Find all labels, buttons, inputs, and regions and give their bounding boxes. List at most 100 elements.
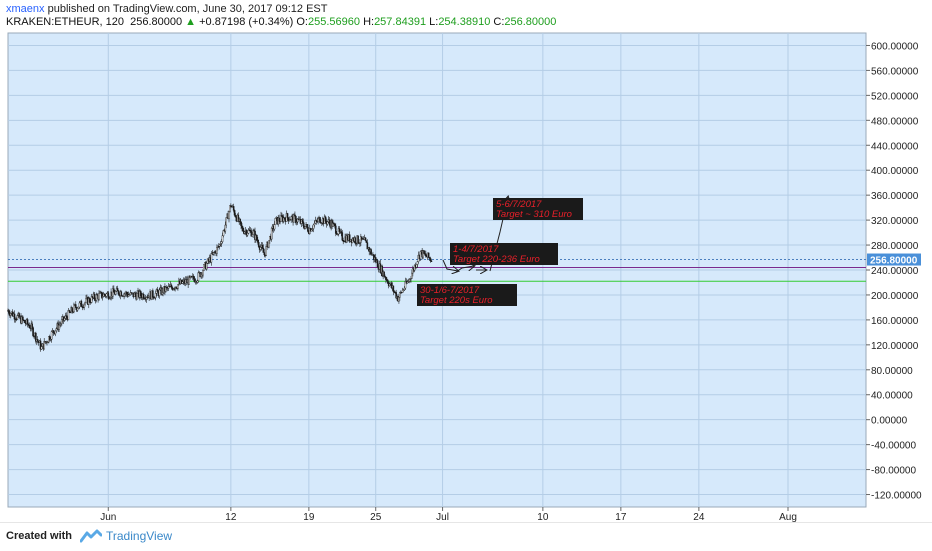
candle-body (154, 293, 157, 298)
candle-body (338, 228, 341, 233)
candle-body (386, 279, 389, 284)
candle-body (287, 217, 290, 222)
candle-body (23, 320, 26, 323)
candle-body (39, 340, 42, 350)
candle-body (341, 232, 344, 241)
candle-body (427, 252, 430, 258)
candle-body (314, 220, 317, 224)
high-value: 257.84391 (374, 16, 427, 28)
candle-body (224, 224, 227, 232)
candle-body (416, 261, 419, 265)
candle-body (268, 240, 270, 248)
candle-body (240, 221, 242, 227)
candle-body (76, 307, 79, 311)
last-price: 256.80000 (130, 16, 183, 28)
candle-body (103, 293, 106, 296)
candle-body (247, 229, 250, 234)
candle-body (398, 296, 400, 302)
candle-body (210, 253, 213, 263)
x-tick-label: 12 (225, 512, 237, 522)
tradingview-brand[interactable]: TradingView (106, 529, 173, 543)
candle-body (383, 271, 385, 277)
candle-body (229, 205, 231, 212)
candle-body (333, 222, 335, 225)
tradingview-logo-icon[interactable] (80, 529, 102, 543)
candle-body (392, 285, 395, 292)
candle-body (324, 216, 327, 222)
candle-body (280, 215, 282, 222)
candle-body (348, 234, 351, 242)
candle-body (40, 346, 43, 350)
annotation-box (450, 243, 558, 265)
candle-body (59, 324, 61, 326)
candle-body (65, 315, 68, 318)
symbol-label: KRAKEN:ETHEUR, 120 (6, 16, 124, 28)
close-value: 256.80000 (504, 16, 557, 28)
annotation-text: Target 220-236 Euro (453, 254, 540, 265)
candle-body (273, 224, 276, 230)
candlestick-chart[interactable]: 600.00000 560.00000 520.00000 480.00000 440.… (0, 0, 932, 522)
candle-body (360, 236, 363, 240)
candle-body (202, 270, 204, 276)
author-name[interactable]: xmaenx (6, 3, 45, 15)
candle-body (290, 216, 293, 221)
y-tick-label: -40.00000 (871, 441, 916, 452)
candle-body (357, 235, 359, 244)
change-value: +0.87198 (+0.34%) (199, 16, 294, 28)
candle-body (32, 327, 34, 336)
candle-body (96, 294, 98, 296)
annotation-text: Target ~ 310 Euro (496, 209, 572, 220)
candle-body (22, 316, 24, 321)
y-tick-label: 200.00000 (871, 291, 919, 302)
candle-body (71, 307, 73, 312)
candle-body (245, 230, 248, 236)
candle-body (27, 324, 30, 326)
candle-body (430, 260, 433, 262)
projection-arrow (442, 259, 458, 271)
low-value: 254.38910 (438, 16, 491, 28)
candle-body (301, 219, 304, 222)
candle-body (134, 292, 137, 296)
candle-body (35, 332, 37, 342)
candle-body (167, 285, 170, 289)
open-label: O: (296, 16, 308, 28)
candle-body (307, 226, 309, 232)
candle-body (410, 278, 412, 280)
candle-body (411, 272, 413, 279)
candle-body (175, 286, 177, 289)
candle-body (408, 278, 410, 282)
candle-body (188, 276, 190, 285)
candle-body (328, 219, 331, 223)
candle-body (129, 292, 132, 295)
candle-body (16, 315, 19, 320)
candle-body (15, 318, 18, 321)
candle-body (413, 264, 416, 271)
candle-body (241, 225, 243, 229)
candle-body (259, 247, 262, 250)
candle-body (109, 297, 111, 299)
candle-body (101, 296, 104, 298)
y-tick-label: 0.00000 (871, 416, 908, 427)
candle-body (429, 258, 432, 262)
candle-body (302, 221, 305, 227)
candle-body (319, 217, 321, 223)
candle-body (246, 233, 249, 236)
candle-body (168, 285, 171, 288)
candle-body (114, 291, 117, 295)
candle-body (265, 246, 267, 256)
candle-body (78, 302, 81, 308)
candle-body (256, 240, 259, 243)
y-tick-label: 40.00000 (871, 391, 913, 402)
candle-body (123, 293, 125, 297)
candle-body (376, 260, 379, 268)
candle-body (242, 227, 244, 232)
candle-body (63, 318, 66, 321)
candle-body (58, 324, 60, 330)
candle-body (336, 233, 339, 236)
candle-body (243, 231, 246, 234)
candle-body (312, 224, 315, 229)
candle-body (152, 290, 154, 298)
candle-body (306, 224, 308, 228)
candle-body (282, 217, 285, 222)
candle-body (13, 313, 16, 320)
